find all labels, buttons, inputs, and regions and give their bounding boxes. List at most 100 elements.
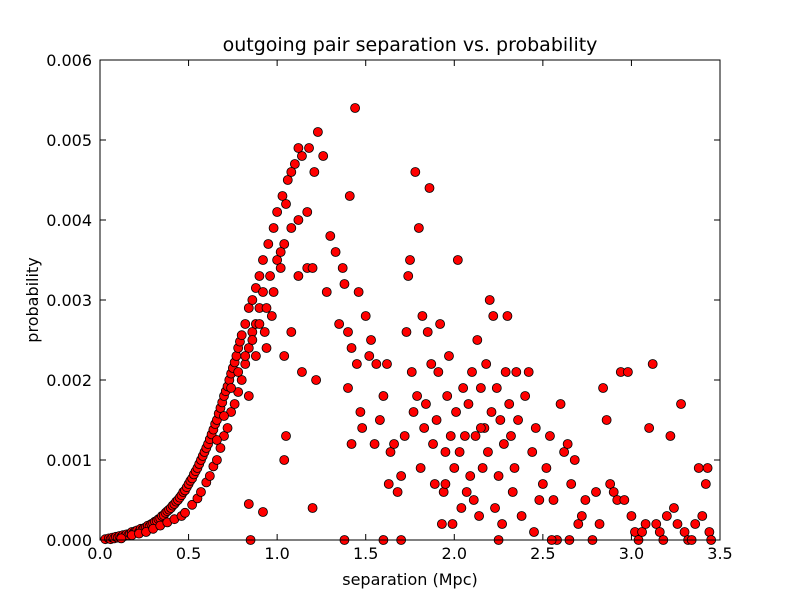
data-point	[647, 359, 658, 369]
data-point	[548, 495, 559, 505]
data-point	[226, 383, 236, 393]
data-point	[640, 519, 651, 529]
data-point	[474, 511, 484, 521]
y-tick-label: 0.005	[46, 131, 92, 150]
data-point	[440, 479, 451, 489]
x-tick-label: 0.0	[87, 544, 112, 563]
data-point	[421, 399, 431, 409]
data-point	[451, 407, 461, 417]
data-point	[385, 447, 396, 457]
data-point	[452, 255, 463, 265]
data-point	[467, 367, 477, 377]
data-point	[619, 495, 630, 505]
data-point	[243, 343, 254, 353]
data-point	[302, 207, 313, 217]
data-point	[265, 271, 275, 281]
data-point	[516, 511, 527, 521]
data-point	[537, 479, 548, 489]
x-tick-label: 2.5	[530, 544, 555, 563]
data-point	[626, 511, 637, 521]
data-point	[389, 439, 399, 449]
data-point	[233, 367, 244, 377]
data-point	[506, 431, 516, 441]
data-point	[282, 175, 293, 185]
data-point	[433, 367, 444, 377]
data-point	[277, 191, 288, 201]
data-point	[690, 519, 701, 529]
chart-title: outgoing pair separation vs. probability	[223, 34, 598, 56]
data-point	[243, 391, 254, 401]
data-point	[261, 343, 272, 353]
data-point	[272, 207, 283, 217]
data-point	[116, 533, 127, 544]
data-point	[275, 263, 286, 273]
data-point	[396, 471, 407, 481]
data-point	[281, 431, 291, 441]
data-point	[424, 183, 435, 193]
data-point	[488, 311, 499, 321]
data-point	[447, 519, 458, 529]
data-point	[405, 255, 415, 265]
data-point	[307, 503, 318, 513]
data-point	[297, 151, 307, 161]
data-point	[665, 431, 676, 441]
data-point	[311, 375, 322, 385]
data-point	[470, 431, 481, 441]
data-point	[465, 471, 476, 481]
data-point	[676, 399, 686, 409]
data-point	[304, 143, 314, 153]
data-point	[307, 263, 318, 273]
data-point	[243, 499, 254, 509]
data-point	[415, 463, 426, 473]
data-point	[343, 383, 353, 393]
data-point	[350, 103, 360, 113]
data-point	[449, 463, 460, 473]
data-point	[520, 391, 531, 401]
data-point	[403, 271, 414, 281]
data-point	[286, 327, 297, 337]
data-point	[212, 455, 222, 465]
data-point	[279, 351, 290, 361]
data-point	[700, 479, 711, 489]
x-tick-label: 1.5	[353, 544, 378, 563]
data-point	[334, 319, 345, 329]
data-point	[523, 367, 534, 377]
data-point	[229, 399, 240, 409]
data-point	[263, 239, 274, 249]
y-tick-label: 0.002	[46, 371, 92, 390]
data-point	[468, 495, 479, 505]
data-point	[346, 343, 357, 353]
data-point	[254, 319, 265, 329]
data-point	[435, 319, 446, 329]
data-point	[637, 527, 647, 537]
data-point	[669, 503, 679, 513]
data-point	[484, 295, 495, 305]
data-point	[475, 383, 486, 393]
data-point	[428, 439, 438, 449]
data-point	[456, 503, 467, 513]
data-point	[513, 415, 523, 425]
data-point	[438, 487, 449, 497]
data-point	[286, 223, 297, 233]
y-tick-label: 0.001	[46, 451, 92, 470]
data-point	[417, 311, 428, 321]
x-tick-label: 3.0	[619, 544, 644, 563]
data-point	[366, 335, 376, 345]
data-point	[383, 479, 394, 489]
data-point	[483, 447, 493, 457]
data-point	[318, 151, 329, 161]
data-point	[258, 507, 268, 517]
data-point	[353, 287, 364, 297]
data-point	[472, 335, 483, 345]
data-point	[598, 383, 608, 393]
x-axis-ticks: 0.0 0.5 1.0 1.5 2.0 2.5 3.0 3.5	[87, 60, 733, 563]
data-point	[509, 463, 520, 473]
data-point	[371, 359, 382, 369]
data-point	[693, 463, 704, 473]
data-point	[330, 247, 341, 257]
data-point	[268, 223, 279, 233]
data-point	[279, 239, 290, 249]
data-point	[704, 527, 715, 537]
data-point	[204, 471, 215, 481]
